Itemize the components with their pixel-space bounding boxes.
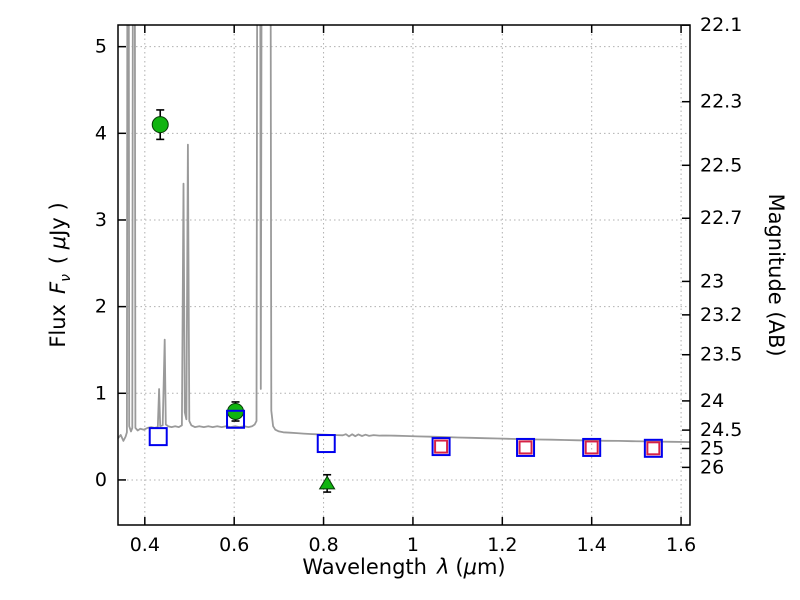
- y-left-tick-label: 3: [95, 209, 107, 231]
- ylabel-unit-open: (: [45, 249, 70, 265]
- ylabel-flux-symbol: F: [45, 281, 70, 295]
- y-right-tick-label: 25: [700, 437, 724, 459]
- data-point-circle: [151, 116, 169, 134]
- y-axis-label-right: Magnitude (AB): [764, 193, 788, 357]
- y-left-tick-label: 0: [95, 469, 107, 491]
- data-point-square: [582, 437, 602, 457]
- x-tick-label: 0.8: [308, 534, 338, 556]
- x-tick-label: 1.2: [487, 534, 517, 556]
- x-tick-label: 0.6: [219, 534, 249, 556]
- y-right-tick-label: 24.5: [700, 419, 742, 441]
- data-point-square: [518, 440, 533, 455]
- grid-lines: [118, 25, 690, 525]
- axis-ticks: [118, 24, 690, 525]
- x-tick-label: 0.4: [130, 534, 160, 556]
- data-point-square: [643, 438, 663, 458]
- y-right-tick-label: 23.2: [700, 304, 742, 326]
- xlabel-unit-open: (: [455, 555, 464, 579]
- y-left-tick-label: 2: [95, 296, 107, 318]
- data-point-square: [646, 441, 661, 456]
- y-right-tick-label: 22.1: [700, 14, 742, 36]
- blue-square-points: [148, 409, 663, 458]
- y-right-tick-label: 22.7: [700, 207, 742, 229]
- data-point-square: [316, 434, 336, 454]
- x-tick-label: 1.4: [577, 534, 607, 556]
- xlabel-unit-close: m): [476, 555, 506, 579]
- data-point-square: [584, 440, 599, 455]
- xlabel-prefix: Wavelength: [302, 555, 427, 579]
- data-point-square: [431, 437, 451, 457]
- y-right-tick-label: 22.3: [700, 91, 742, 113]
- y-right-tick-label: 26: [700, 456, 724, 478]
- data-point-square: [148, 427, 168, 447]
- y-right-tick-label: 23.5: [700, 344, 742, 366]
- ylabel-mu-symbol: μ: [45, 235, 70, 250]
- ylabel-nu-subscript: ν: [58, 274, 75, 282]
- data-point-square: [434, 439, 449, 454]
- x-tick-label: 1.6: [666, 534, 696, 556]
- data-point-square: [516, 437, 536, 457]
- y-axis-label-left: Flux Fν ( μJy ): [46, 202, 74, 347]
- x-axis-label: Wavelength λ (μm): [104, 555, 704, 579]
- y-left-tick-label: 4: [95, 122, 107, 144]
- plot-frame: [117, 24, 691, 526]
- ylabel-left-prefix: Flux: [45, 304, 70, 348]
- y-left-tick-label: 5: [95, 36, 107, 58]
- tick-labels: 0.4 0.6 0.8 1 1.2 1.4 1.601234522.122.322.522.…: [95, 14, 742, 556]
- data-point-square: [226, 409, 246, 429]
- y-right-tick-label: 24: [700, 390, 724, 412]
- data-point-triangle: [318, 475, 336, 490]
- green-triangle-point: [318, 473, 336, 493]
- y-left-tick-label: 1: [95, 382, 107, 404]
- ylabel-unit-close: Jy ): [45, 202, 70, 236]
- x-tick-label: 1: [407, 534, 419, 556]
- y-right-tick-label: 22.5: [700, 154, 742, 176]
- y-right-tick-label: 23: [700, 270, 724, 292]
- xlabel-lambda-symbol: λ: [436, 555, 450, 579]
- red-square-points: [434, 439, 661, 456]
- xlabel-mu-symbol: μ: [463, 555, 477, 579]
